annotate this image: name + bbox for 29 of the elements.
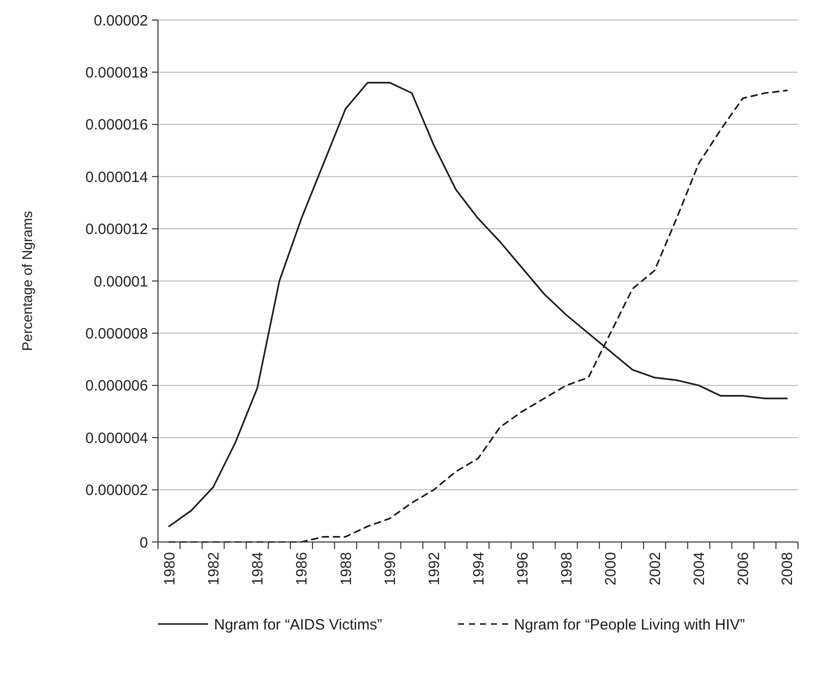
y-tick-label: 0.000016 xyxy=(85,116,148,134)
legend-label: Ngram for “People Living with HIV” xyxy=(514,616,745,634)
x-tick-label: 2002 xyxy=(646,552,664,586)
x-tick-label: 1992 xyxy=(426,552,444,586)
y-axis-title: Percentage of Ngrams xyxy=(18,210,35,352)
x-tick-label: 2000 xyxy=(602,552,620,586)
x-tick-label: 1998 xyxy=(558,552,576,586)
x-tick-label: 1984 xyxy=(250,552,267,586)
y-tick-label: 0.000012 xyxy=(85,221,148,238)
x-tick-label: 1980 xyxy=(161,552,178,586)
y-tick-label: 0.000002 xyxy=(85,482,148,500)
x-tick-label: 1988 xyxy=(338,552,355,586)
x-tick-label: 1982 xyxy=(205,552,222,586)
y-tick-label: 0.000004 xyxy=(85,430,148,447)
y-tick-label: 0.000014 xyxy=(85,168,148,186)
y-tick-label: 0.000006 xyxy=(85,378,148,395)
y-tick-label: 0.000018 xyxy=(85,64,148,82)
x-tick-label: 1994 xyxy=(470,552,488,586)
y-tick-label: 0.00001 xyxy=(94,273,148,290)
x-tick-label: 2006 xyxy=(735,552,752,586)
x-tick-label: 2004 xyxy=(690,552,708,586)
x-tick-label: 1986 xyxy=(294,552,311,586)
y-tick-label: 0.000008 xyxy=(85,325,148,342)
x-tick-label: 1990 xyxy=(382,552,399,586)
y-tick-label: 0 xyxy=(140,534,148,552)
y-tick-label: 0.00002 xyxy=(94,12,148,30)
x-tick-label: 2008 xyxy=(779,552,796,586)
x-tick-label: 1996 xyxy=(514,552,532,586)
legend-label: Ngram for “AIDS Victims” xyxy=(214,616,382,634)
